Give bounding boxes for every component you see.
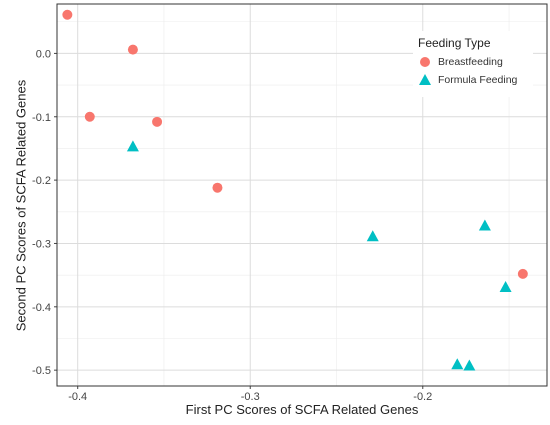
- x-tick-label: -0.2: [413, 391, 432, 403]
- y-tick-label: -0.2: [32, 175, 51, 187]
- legend-label: Formula Feeding: [438, 74, 518, 86]
- y-tick-label: 0.0: [36, 48, 51, 60]
- legend-item-formula-feeding: Formula Feeding: [418, 72, 517, 88]
- data-point-breastfeeding: [62, 9, 73, 20]
- data-point-formula-feeding: [499, 280, 512, 292]
- data-point-formula-feeding: [463, 359, 476, 371]
- data-point-breastfeeding: [127, 44, 138, 55]
- data-point-formula-feeding: [451, 358, 464, 370]
- y-tick-label: -0.1: [32, 112, 51, 124]
- data-point-breastfeeding: [517, 268, 528, 279]
- y-axis-title: Second PC Scores of SCFA Related Genes: [13, 79, 29, 332]
- data-point-formula-feeding: [478, 219, 491, 231]
- legend: Feeding Type Breastfeeding Formula Feedi…: [413, 31, 533, 97]
- legend-label: Breastfeeding: [438, 56, 503, 68]
- data-point-formula-feeding: [366, 230, 379, 242]
- y-tick-label: -0.3: [32, 238, 51, 250]
- x-axis-title: First PC Scores of SCFA Related Genes: [185, 402, 419, 417]
- y-tick-label: -0.5: [32, 365, 51, 377]
- legend-item-breastfeeding: Breastfeeding: [418, 54, 503, 70]
- data-point-formula-feeding: [126, 140, 139, 152]
- legend-title: Feeding Type: [418, 36, 491, 50]
- y-tick-label: -0.4: [32, 302, 51, 314]
- x-tick-label: -0.3: [241, 391, 260, 403]
- plot-border: [56, 3, 548, 387]
- circle-marker-icon: [418, 55, 432, 69]
- data-point-breastfeeding: [212, 182, 223, 193]
- x-tick-label: -0.4: [68, 391, 87, 403]
- triangle-marker-icon: [418, 73, 432, 87]
- data-point-breastfeeding: [152, 116, 163, 127]
- data-point-breastfeeding: [84, 111, 95, 122]
